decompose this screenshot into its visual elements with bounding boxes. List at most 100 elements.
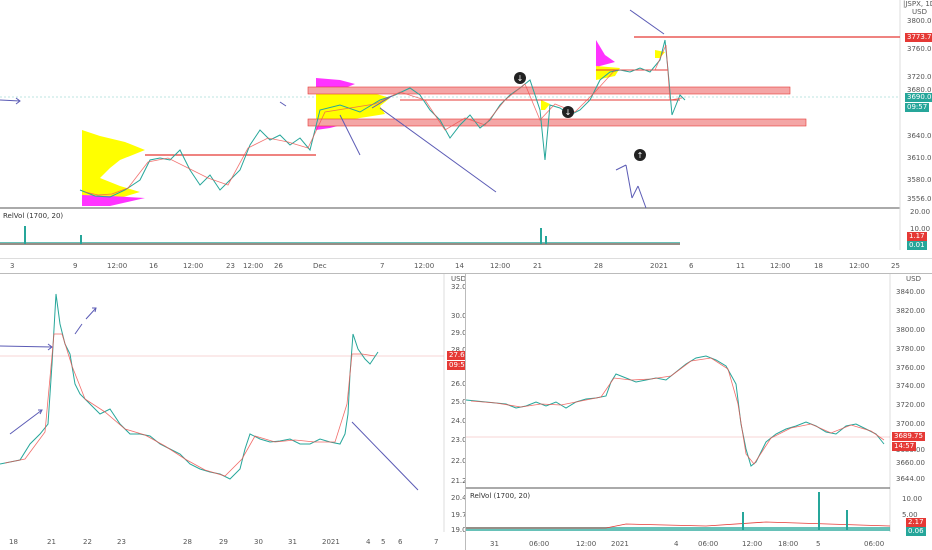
price-axis-label: 23.0: [451, 436, 466, 444]
indicator-tag: 1.17: [907, 232, 927, 241]
price-axis-label: 29.0: [451, 329, 466, 337]
br-indicator-tag: 2.17: [906, 518, 926, 527]
bl-trend-arrows: [0, 307, 419, 491]
price-axis-label: 3800.00: [907, 17, 932, 25]
time-label: 31: [288, 538, 297, 546]
time-label: 12:00: [183, 262, 204, 270]
br-currency-label: USD: [906, 275, 921, 283]
time-label: 12:00: [107, 262, 128, 270]
top-time-axis[interactable]: 3 9 12:00 16 12:00 23 12:00 26 Dec 7 12:…: [0, 262, 900, 272]
br-time-axis[interactable]: 31 06:00 12:00 2021 4 06:00 12:00 18:00 …: [466, 540, 890, 550]
price-axis-label: 3840.00: [896, 288, 925, 296]
time-label: 12:00: [576, 540, 597, 548]
time-label: 6: [689, 262, 694, 270]
svg-text:↓: ↓: [565, 108, 572, 117]
indicator-axis-label: 20.00: [910, 208, 931, 216]
price-axis-label: 3644.00: [896, 475, 925, 483]
time-label: 11: [736, 262, 745, 270]
pane-divider[interactable]: [0, 273, 932, 274]
price-axis-label: 3556.00: [907, 195, 932, 203]
signal-markers[interactable]: ↓ ↓ ↑: [514, 72, 646, 161]
br-indicator-tag: 0.06: [906, 527, 926, 536]
bottom-right-chart-panel[interactable]: USD 3840.00 3820.00 3800.00 3780.00 3760…: [466, 274, 932, 550]
time-label: 12:00: [490, 262, 511, 270]
top-chart-canvas[interactable]: ↓ ↓ ↑: [0, 0, 932, 258]
price-axis-label: 3580.00: [907, 176, 932, 184]
bottom-left-chart-canvas[interactable]: [0, 274, 465, 550]
time-label: 4: [674, 540, 679, 548]
time-label: 9: [73, 262, 78, 270]
last-price-tag: 3773.75: [905, 33, 932, 42]
countdown-tag: 09:57: [905, 103, 930, 112]
time-label: 26: [274, 262, 283, 270]
bottom-left-chart-panel[interactable]: USD 32.0 30.0 29.0 28.0 26.0 25.0 24.0 2…: [0, 274, 466, 550]
svg-text:↑: ↑: [637, 151, 644, 160]
price-axis-label: 21.2: [451, 477, 466, 485]
volume-profile-1: [82, 130, 145, 206]
resistance-zone[interactable]: [307, 86, 791, 95]
svg-text:↓: ↓: [517, 74, 524, 83]
time-label: Dec: [313, 262, 327, 270]
price-axis-label: 3720.00: [907, 73, 932, 81]
indicator-axis-label: 10.00: [910, 225, 931, 233]
price-axis-label: 3700.00: [896, 420, 925, 428]
time-label: 23: [226, 262, 235, 270]
time-label: 21: [47, 538, 56, 546]
time-label: 28: [183, 538, 192, 546]
time-label: 06:00: [698, 540, 719, 548]
time-label: 7: [434, 538, 439, 546]
trend-arrows: [0, 9, 665, 209]
symbol-label: |JSPX, 1D: [903, 0, 932, 8]
price-axis-label: 20.4: [451, 494, 466, 502]
time-label: 2021: [650, 262, 668, 270]
bl-time-axis[interactable]: 18 21 22 23 28 29 30 31 2021 4 5 6 7: [0, 538, 444, 548]
br-indicator-title[interactable]: RelVol (1700, 20): [470, 492, 531, 500]
price-axis-label: 25.0: [451, 398, 466, 406]
price-axis-label: 28.0: [451, 346, 466, 354]
top-chart-panel[interactable]: ↓ ↓ ↑ |JSPX, 1D USD 3800.00 3760.00 3720…: [0, 0, 932, 259]
time-label: 28: [594, 262, 603, 270]
price-axis-label: 24.0: [451, 417, 466, 425]
time-label: 12:00: [849, 262, 870, 270]
indicator-title[interactable]: RelVol (1700, 20): [3, 212, 64, 220]
time-label: 3: [10, 262, 15, 270]
price-axis-label: 3740.00: [896, 382, 925, 390]
bottom-right-chart-canvas[interactable]: [466, 274, 932, 550]
price-axis-label: 32.0: [451, 283, 466, 291]
time-label: 29: [219, 538, 228, 546]
price-axis-label: 19.0: [451, 526, 466, 534]
time-label: 30: [254, 538, 263, 546]
time-label: 2021: [322, 538, 340, 546]
price-axis-label: 26.0: [451, 380, 466, 388]
price-axis-label: 3640.00: [907, 132, 932, 140]
currency-label: USD: [912, 8, 927, 16]
time-label: 2021: [611, 540, 629, 548]
time-label: 12:00: [770, 262, 791, 270]
price-axis-label: 30.0: [451, 312, 466, 320]
time-label: 6: [398, 538, 403, 546]
time-label: 31: [490, 540, 499, 548]
time-label: 06:00: [529, 540, 550, 548]
support-zone[interactable]: [307, 118, 807, 127]
price-axis-label: 3760.00: [896, 364, 925, 372]
bl-currency-label: USD: [451, 275, 466, 283]
current-price-tag: 3690.00: [905, 93, 932, 102]
time-label: 18: [814, 262, 823, 270]
time-label: 4: [366, 538, 371, 546]
price-axis-label: 3780.00: [896, 345, 925, 353]
time-label: 12:00: [414, 262, 435, 270]
price-axis-label: 3720.00: [896, 401, 925, 409]
price-axis-label: 3610.00: [907, 154, 932, 162]
time-label: 22: [83, 538, 92, 546]
price-axis-label: 3680.00: [907, 86, 932, 94]
bl-countdown-tag: 09:57: [447, 361, 465, 370]
indicator-tag: 0.01: [907, 241, 927, 250]
time-label: 12:00: [243, 262, 264, 270]
price-axis-label: 3760.00: [907, 45, 932, 53]
bl-price-tag: 27.6: [447, 351, 465, 360]
price-axis-label: 3660.00: [896, 459, 925, 467]
br-countdown-tag: 14:57: [892, 442, 917, 451]
time-label: 5: [381, 538, 386, 546]
relvol-bars: [0, 226, 680, 245]
time-label: 25: [891, 262, 900, 270]
